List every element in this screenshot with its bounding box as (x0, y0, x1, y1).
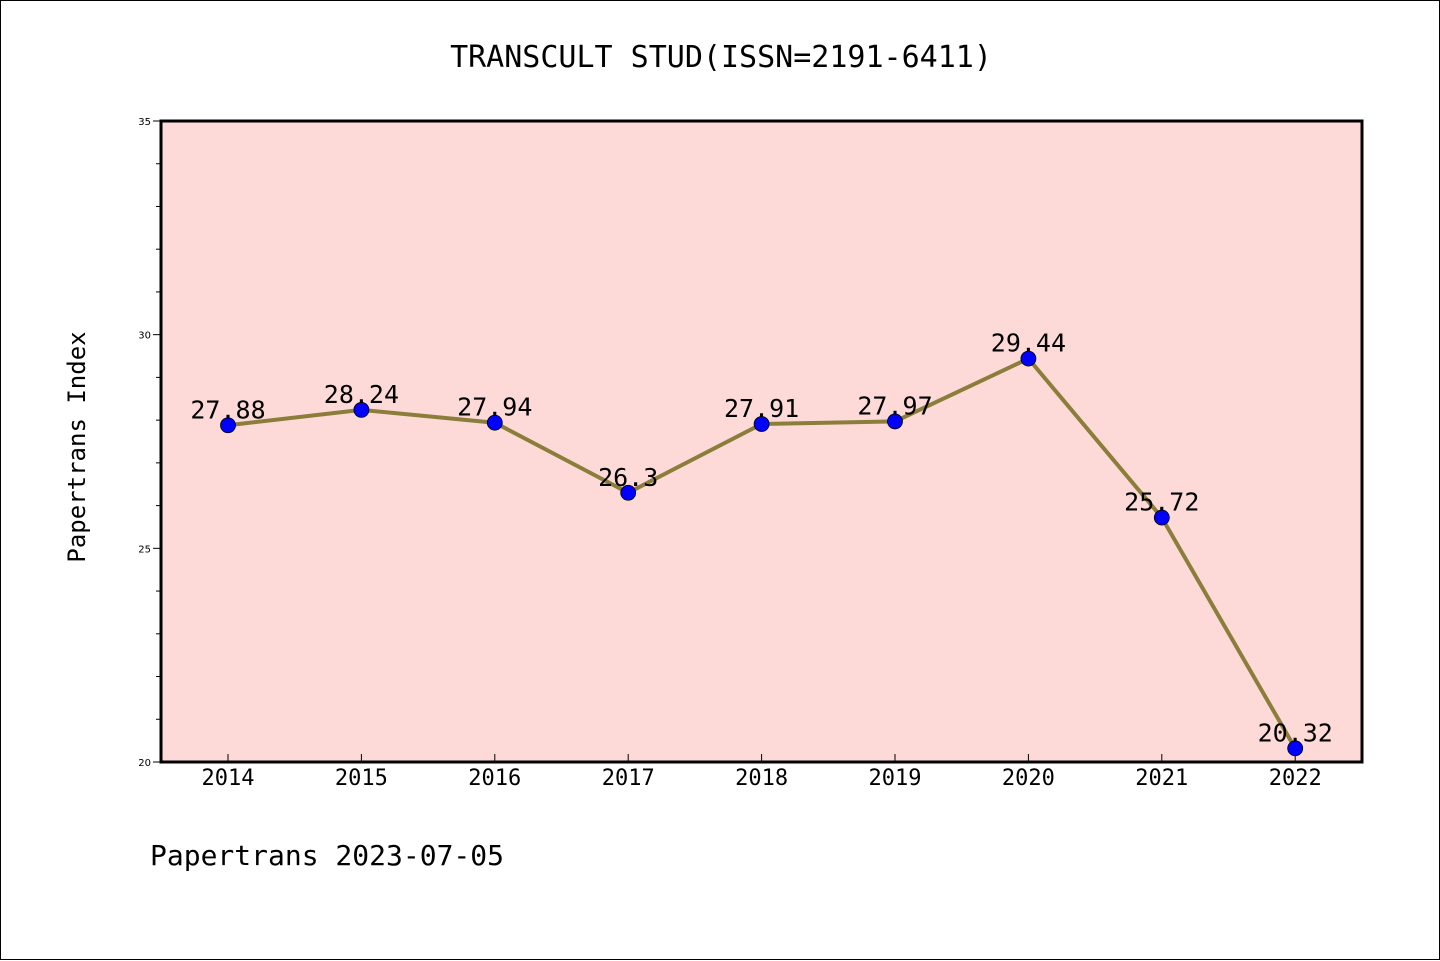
data-labels: 27.88 28.24 27.94 26.3 27.91 27.97 29.44 25.72 2… (190, 329, 1332, 748)
x-axis: 2014 2015 2016 2017 2018 2019 2020 2021 2022 (202, 754, 1322, 791)
data-point (1020, 350, 1037, 367)
data-point (353, 401, 370, 418)
data-point (620, 484, 637, 501)
data-label: 27.88 (190, 395, 265, 424)
y-tick-label: 20 (138, 758, 151, 769)
x-tick-label: 2020 (1002, 766, 1055, 791)
data-label: 29.44 (991, 329, 1066, 358)
y-tick-label: 30 (138, 331, 151, 342)
y-tick-label: 35 (138, 117, 151, 128)
data-series (220, 350, 1304, 757)
plot-area (159, 119, 1364, 764)
x-tick-label: 2017 (602, 766, 655, 791)
x-tick-label: 2021 (1135, 766, 1188, 791)
data-label: 27.97 (857, 391, 932, 420)
data-label: 27.91 (724, 394, 799, 423)
data-point (1287, 740, 1304, 757)
chart-title: TRANSCULT STUD(ISSN=2191-6411) (450, 40, 992, 75)
x-tick-label: 2022 (1269, 766, 1322, 791)
y-axis: 20 25 30 35 (138, 117, 161, 769)
data-label: 28.24 (324, 380, 399, 409)
x-tick-label: 2016 (468, 766, 521, 791)
x-tick-label: 2018 (735, 766, 788, 791)
data-point (753, 416, 770, 432)
x-tick-label: 2019 (869, 766, 922, 791)
footer-credit: Papertrans 2023-07-05 (150, 839, 504, 872)
y-axis-label: Papertrans Index (63, 331, 91, 562)
data-point (486, 414, 503, 431)
data-label: 27.94 (457, 393, 532, 422)
data-point (220, 417, 236, 434)
y-tick-label: 25 (138, 544, 151, 555)
data-label: 20.32 (1258, 718, 1333, 747)
data-point (1153, 509, 1170, 526)
data-label: 25.72 (1124, 488, 1199, 517)
x-tick-label: 2015 (335, 766, 388, 791)
data-label: 26.3 (598, 463, 658, 492)
x-tick-label: 2014 (202, 766, 255, 791)
data-point (887, 413, 903, 430)
